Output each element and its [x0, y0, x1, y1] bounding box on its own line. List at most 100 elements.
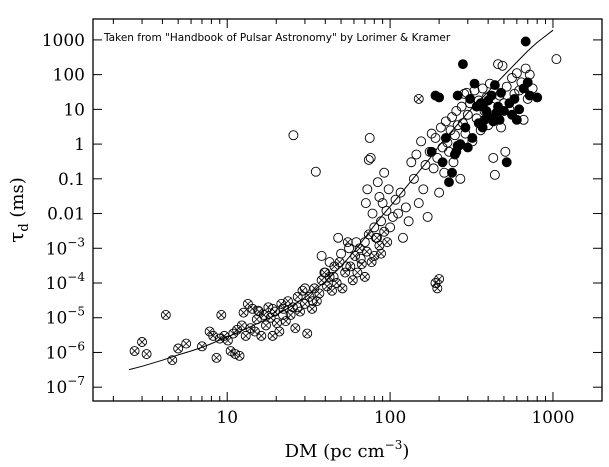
open-point: [320, 267, 331, 278]
open-point: [406, 157, 417, 168]
open-point: [507, 73, 517, 83]
open-point: [393, 208, 404, 219]
open-point: [488, 152, 499, 163]
open-point: [428, 163, 439, 174]
crossed-point: [432, 283, 443, 294]
open-point: [374, 192, 385, 202]
filled-point: [452, 90, 463, 101]
open-point: [395, 187, 406, 198]
open-point: [477, 83, 488, 94]
fit-curve-layer: [128, 29, 554, 371]
x-tick-labels: 10 100 1000: [216, 408, 574, 428]
filled-point: [440, 133, 451, 143]
open-point: [278, 310, 288, 320]
open-point: [497, 60, 508, 71]
y-tick-label: 10−3: [46, 235, 85, 259]
open-point: [447, 112, 457, 123]
y-tick-label: 10: [63, 100, 85, 120]
open-point: [390, 194, 401, 205]
crossed-point: [302, 328, 313, 339]
y-tick-labels: 10−7 10−6 10−5 10−4 10−3 0.01 0.1 1 10 100 1000: [42, 31, 86, 398]
x-axis-title-close: ): [402, 441, 409, 462]
source-annotation: Taken from "Handbook of Pulsar Astronomy…: [103, 32, 451, 44]
open-point: [462, 109, 473, 120]
crossed-point: [359, 271, 370, 282]
crossed-point: [434, 274, 445, 284]
filled-point: [520, 36, 531, 47]
crossed-point: [290, 323, 301, 334]
open-point: [328, 271, 339, 282]
crossed-point: [340, 267, 351, 278]
filled-point: [486, 90, 497, 101]
filled-point: [498, 106, 509, 116]
filled-point: [509, 93, 520, 104]
open-point: [316, 251, 327, 261]
crossed-point: [129, 346, 140, 356]
open-point: [385, 222, 396, 233]
open-point: [383, 184, 394, 195]
filled-point: [426, 146, 437, 157]
open-point: [324, 257, 335, 268]
crossed-point: [337, 283, 348, 294]
crossed-point: [211, 352, 222, 363]
open-point: [403, 216, 414, 227]
crossed-point: [356, 259, 367, 270]
filled-point: [460, 122, 471, 133]
open-point: [341, 261, 352, 272]
y-tick-label: 10−4: [46, 270, 86, 294]
y-axis-title: τd (ms): [4, 177, 32, 242]
crossed-point: [413, 93, 424, 104]
open-point: [365, 152, 376, 163]
open-point: [310, 166, 321, 177]
open-point: [363, 154, 374, 165]
open-point: [371, 232, 381, 243]
y-tick-label: 10−5: [46, 305, 85, 329]
crossed-point: [347, 275, 358, 286]
open-point: [362, 184, 373, 195]
filled-point: [462, 142, 473, 153]
filled-point: [444, 177, 454, 188]
open-point: [379, 167, 390, 178]
filled-point: [496, 87, 506, 98]
open-point: [422, 211, 433, 222]
open-point: [430, 133, 441, 143]
crossed-point: [181, 338, 192, 349]
open-point: [413, 198, 424, 209]
open-point: [500, 146, 511, 157]
open-point: [307, 296, 318, 307]
crossed-point: [141, 349, 152, 359]
plot-frame: [92, 18, 603, 402]
filled-point: [511, 114, 522, 125]
crossed-point: [345, 261, 356, 272]
filled-point: [467, 133, 478, 143]
open-point: [440, 116, 451, 127]
crossed-point: [350, 251, 361, 261]
y-tick-label: 10−7: [46, 374, 85, 398]
crossed-point: [238, 307, 249, 318]
crossed-point: [342, 237, 353, 248]
crossed-point: [379, 226, 390, 237]
crossed-point: [173, 343, 184, 354]
open-point: [267, 303, 278, 314]
axis-ticks: [93, 19, 603, 401]
crossed-point: [307, 303, 318, 314]
crossed-point: [292, 291, 303, 302]
x-tick-label: 10: [216, 408, 238, 428]
open-point: [400, 202, 411, 213]
open-point: [418, 184, 429, 195]
open-point: [489, 169, 500, 180]
filled-point: [457, 59, 468, 70]
open-point: [360, 198, 371, 209]
open-point: [253, 305, 264, 316]
x-axis-title: DM (pc cm−3): [285, 438, 410, 462]
open-point: [367, 208, 378, 219]
open-point: [434, 187, 445, 198]
y-tick-label: 10−6: [46, 339, 85, 363]
open-point: [359, 237, 370, 248]
open-point: [299, 283, 310, 294]
y-tick-label: 1: [74, 135, 85, 155]
open-point: [292, 302, 303, 313]
y-axis-title-symbol: τ: [4, 232, 28, 243]
filled-point: [514, 104, 525, 115]
